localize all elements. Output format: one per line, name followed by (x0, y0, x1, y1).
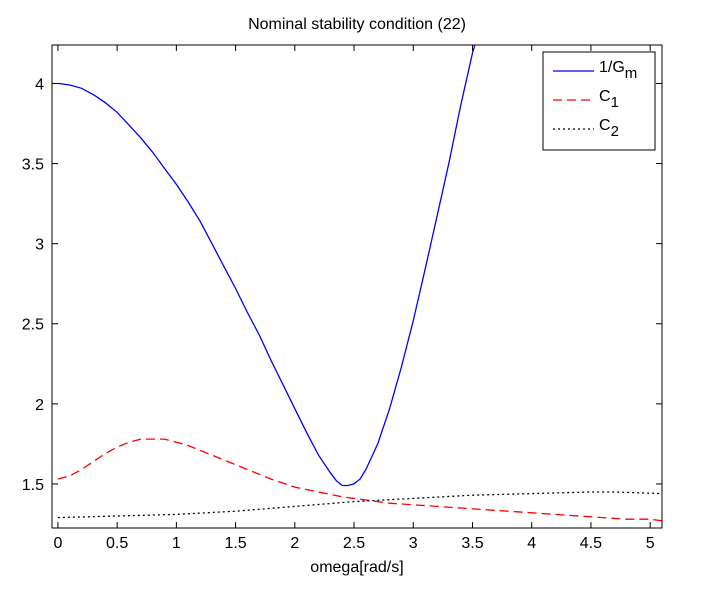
x-axis-label: omega[rad/s] (310, 559, 403, 576)
y-tick-label: 2 (35, 397, 44, 414)
x-tick-label: 2 (290, 535, 299, 552)
y-axis-ticks: 1.5 2 2.5 3 3.5 4 (22, 76, 662, 494)
plot-area-frame (51, 44, 663, 529)
x-tick-label: 0 (53, 535, 62, 552)
x-tick-label: 1 (172, 535, 181, 552)
y-tick-label: 4 (35, 76, 44, 93)
x-tick-label: 5 (646, 535, 655, 552)
series-line-3 (57, 491, 662, 519)
series-line-2 (57, 438, 662, 522)
legend-box (542, 51, 656, 151)
chart-title: Nominal stability condition (22) (248, 16, 466, 33)
x-tick-label: 4.5 (580, 535, 602, 552)
x-tick-label: 3 (409, 535, 418, 552)
x-tick-label: 4 (527, 535, 536, 552)
y-tick-label: 3 (35, 237, 44, 254)
x-tick-label: 3.5 (461, 535, 483, 552)
x-tick-label: 0.5 (106, 535, 128, 552)
series-line-1 (57, 45, 476, 487)
y-tick-label: 2.5 (22, 317, 44, 334)
x-tick-label: 2.5 (343, 535, 365, 552)
x-axis-ticks: 0 0.5 1 1.5 2 2.5 3 3.5 4 4.5 5 (53, 45, 655, 552)
y-tick-label: 1.5 (22, 477, 44, 494)
x-tick-label: 1.5 (224, 535, 246, 552)
series-layer (57, 45, 662, 522)
y-tick-label: 3.5 (22, 157, 44, 174)
